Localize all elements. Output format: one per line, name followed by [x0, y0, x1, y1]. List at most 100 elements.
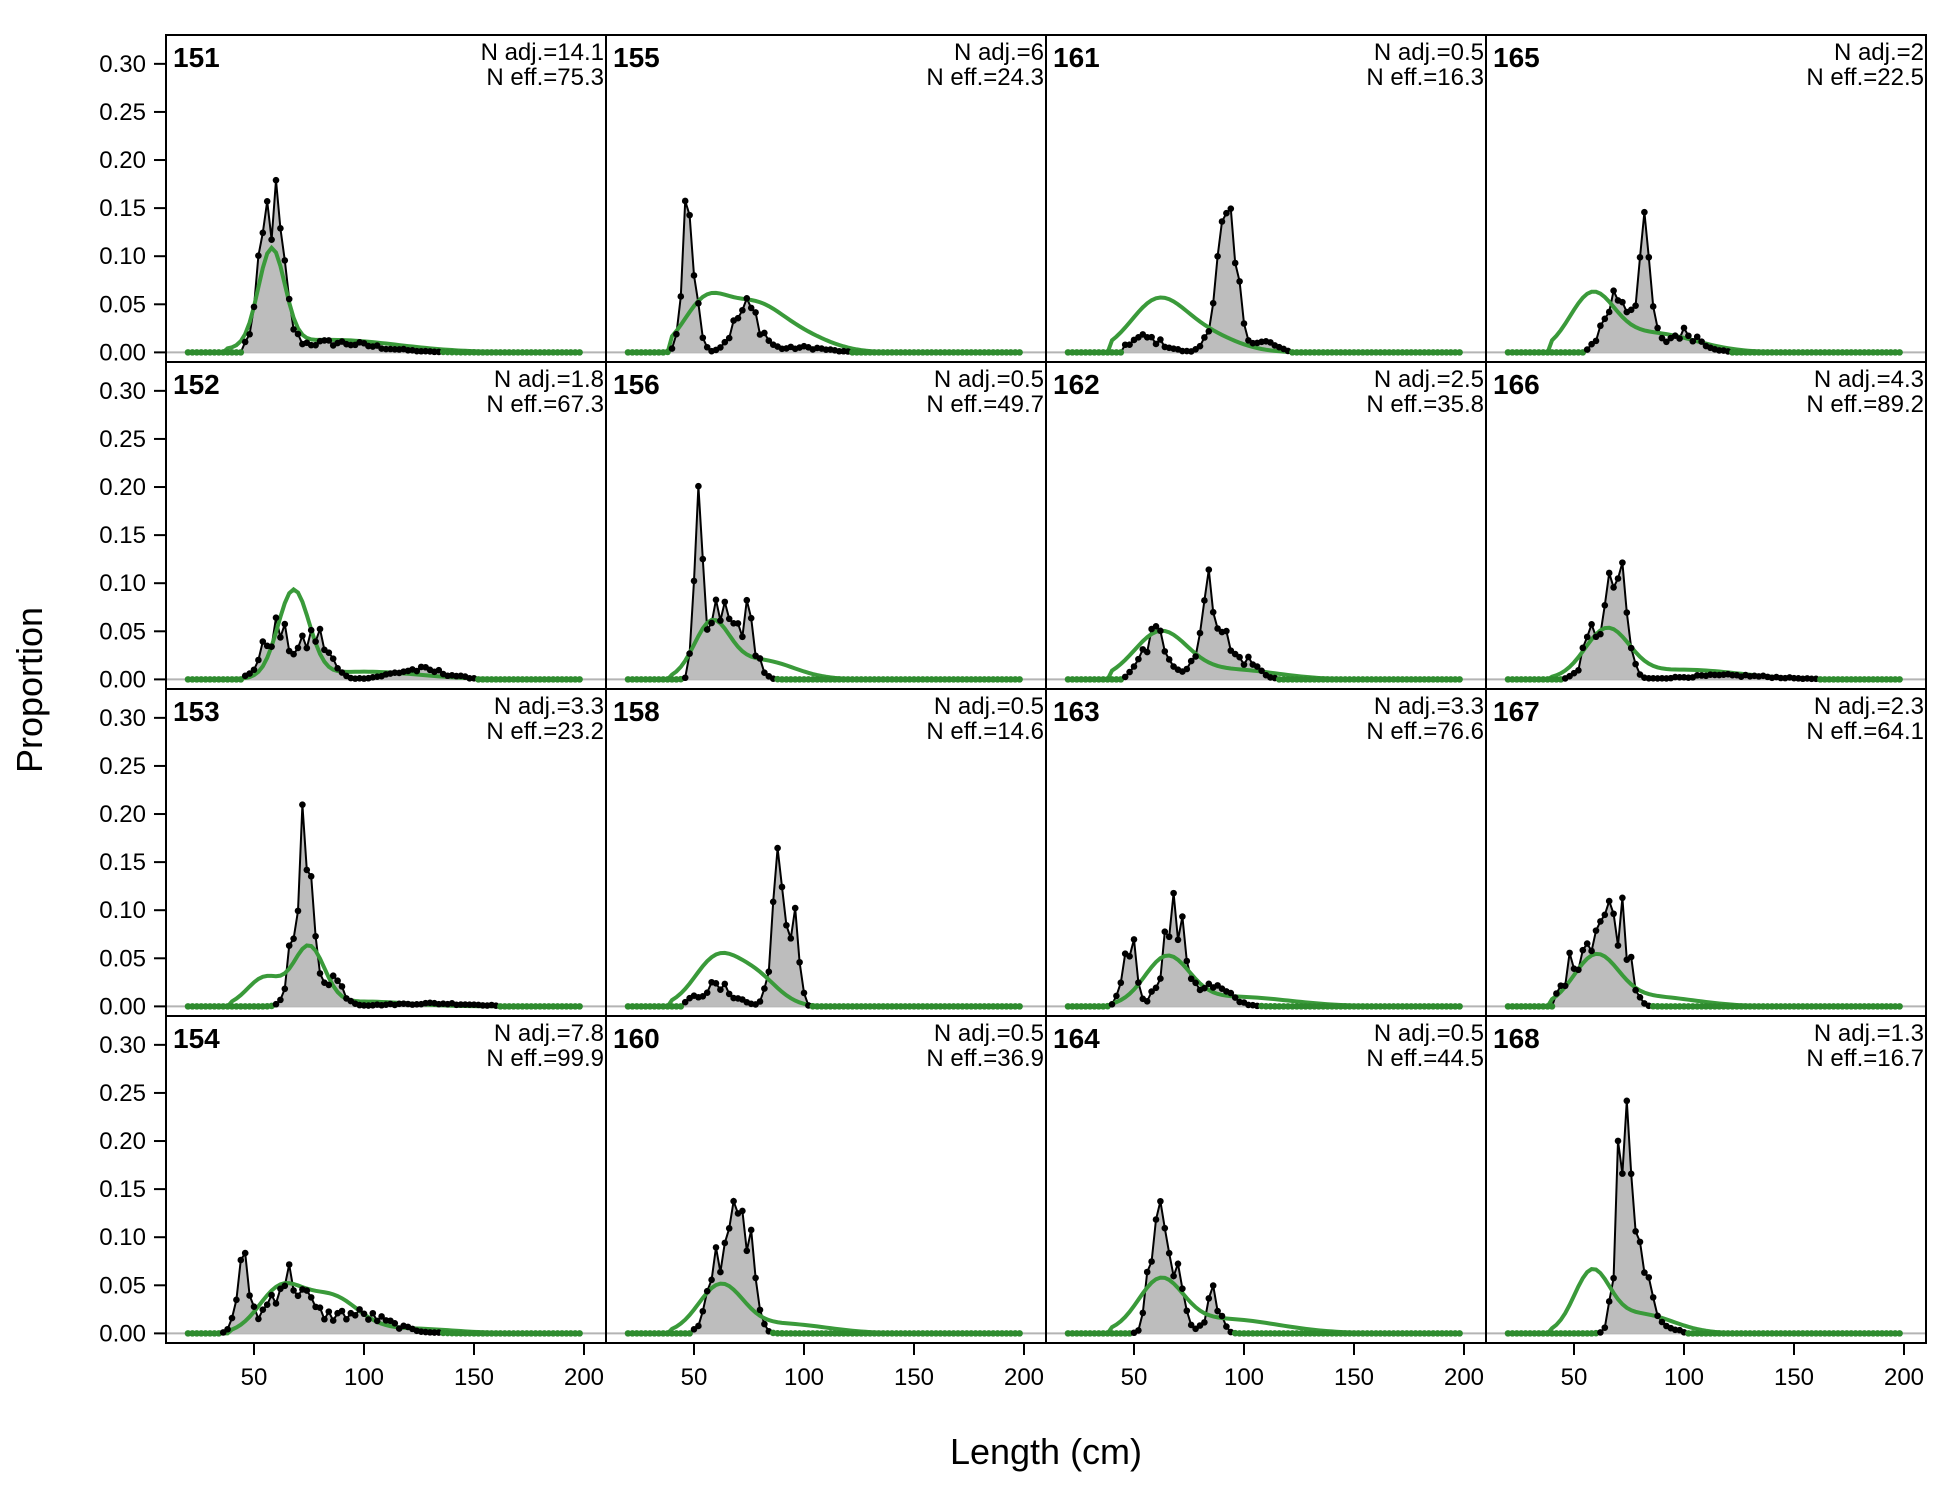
n-eff-label: N eff.=14.6 [926, 718, 1044, 745]
observed-point [263, 1301, 271, 1308]
observed-area [1068, 569, 1460, 680]
n-adj-label: N adj.=0.5 [934, 366, 1044, 393]
n-adj-label: N adj.=0.5 [1374, 39, 1484, 66]
observed-point [725, 334, 733, 342]
observed-point [699, 334, 707, 342]
observed-point [1583, 940, 1591, 947]
observed-point [1566, 949, 1573, 957]
observed-point [769, 898, 777, 906]
observed-point [1135, 655, 1142, 663]
observed-line [1508, 562, 1900, 681]
expected-line [628, 1281, 1020, 1336]
observed-point [1597, 630, 1604, 638]
observed-area [1508, 1100, 1900, 1334]
observed-point [699, 993, 707, 1000]
y-tick-label: 0.00 [99, 339, 146, 366]
observed-point [1654, 1312, 1661, 1320]
observed-point [1693, 333, 1701, 341]
observed-point [290, 1287, 297, 1294]
observed-point [761, 985, 768, 992]
observed-point [1231, 994, 1239, 1001]
observed-point [1654, 324, 1661, 332]
x-tick-label: 150 [1774, 1364, 1814, 1391]
observed-point [1649, 303, 1657, 310]
panel-158: 158 N adj.=0.5N eff.=14.6 [606, 693, 1046, 1010]
y-tick-label: 0.30 [99, 51, 146, 78]
observed-point [294, 330, 302, 338]
y-tick-label: 0.00 [99, 1320, 146, 1347]
observed-point [1583, 346, 1591, 353]
observed-point [725, 1225, 733, 1232]
observed-point [1113, 992, 1120, 1000]
observed-point [1152, 623, 1160, 630]
observed-point [761, 329, 768, 337]
observed-point [1148, 333, 1155, 341]
n-adj-label: N adj.=0.5 [934, 693, 1044, 720]
observed-point [1601, 1324, 1609, 1331]
panel-id-label: 168 [1493, 1023, 1540, 1054]
observed-point [1016, 349, 1023, 356]
panel-id-label: 165 [1493, 42, 1540, 73]
observed-point [294, 907, 302, 915]
observed-point [268, 1291, 275, 1299]
observed-point [1218, 1312, 1226, 1320]
observed-point [373, 1317, 381, 1325]
y-tick-label: 0.00 [99, 993, 146, 1020]
observed-point [1698, 338, 1705, 345]
observed-point [681, 998, 689, 1006]
observed-point [725, 990, 733, 998]
observed-point [1170, 889, 1177, 897]
observed-point [734, 620, 742, 627]
observed-point [259, 1306, 267, 1313]
observed-point [761, 669, 768, 677]
observed-point [1253, 663, 1261, 670]
observed-point [1601, 911, 1609, 919]
n-adj-label: N adj.=14.1 [481, 39, 604, 66]
observed-point [1610, 910, 1617, 918]
observed-point [255, 656, 262, 664]
observed-point [1148, 1258, 1155, 1265]
observed-point [1896, 349, 1903, 356]
observed-point [739, 633, 746, 641]
observed-point [1258, 667, 1265, 675]
n-adj-label: N adj.=3.3 [1374, 693, 1484, 720]
observed-point [1553, 990, 1560, 997]
panel-id-label: 154 [173, 1023, 220, 1054]
y-tick-label: 0.15 [99, 1176, 146, 1203]
observed-point [1201, 597, 1208, 604]
observed-line [628, 1197, 1020, 1335]
observed-point [1236, 653, 1243, 661]
observed-point [756, 655, 764, 662]
observed-point [743, 1247, 751, 1255]
axes-layer: 0.00 0.05 0.10 0.15 0.20 0.25 0.30 0.00 0.05 0.10… [99, 34, 1927, 1391]
observed-point [712, 980, 720, 987]
observed-point [259, 638, 267, 645]
observed-point [1157, 336, 1164, 343]
observed-point [228, 1314, 236, 1322]
observed-point [1201, 334, 1208, 341]
observed-point [1143, 997, 1151, 1005]
panel-id-label: 156 [613, 369, 660, 400]
observed-point [1126, 668, 1133, 676]
n-eff-label: N eff.=67.3 [486, 391, 604, 418]
observed-point [761, 1320, 768, 1328]
observed-area [1068, 893, 1460, 1007]
panel-153: 153 N adj.=3.3N eff.=23.2 [166, 693, 606, 1010]
observed-point [329, 972, 337, 979]
observed-point [250, 303, 258, 311]
observed-point [312, 341, 319, 349]
observed-point [712, 1244, 720, 1251]
observed-point [268, 643, 275, 650]
observed-point [378, 1313, 385, 1320]
observed-point [1641, 208, 1648, 216]
y-tick-label: 0.05 [99, 1272, 146, 1299]
observed-area [188, 1253, 580, 1334]
observed-point [783, 921, 790, 929]
observed-point [1636, 1238, 1644, 1246]
panel-id-label: 160 [613, 1023, 660, 1054]
observed-point [1227, 989, 1235, 997]
panel-151: 151 N adj.=14.1N eff.=75.3 [166, 39, 606, 356]
observed-point [717, 986, 724, 993]
panel-id-label: 161 [1053, 42, 1100, 73]
observed-point [1579, 644, 1587, 652]
